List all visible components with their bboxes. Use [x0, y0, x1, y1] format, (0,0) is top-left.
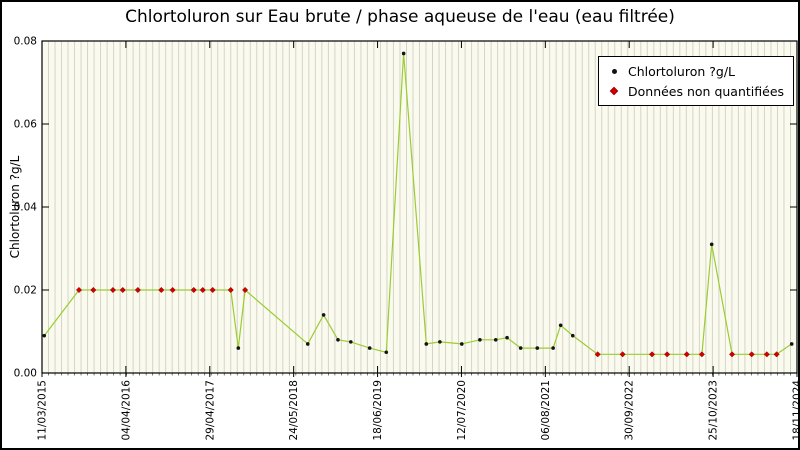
svg-text:0.02: 0.02: [14, 285, 37, 297]
legend-marker: [607, 68, 621, 74]
svg-text:30/09/2022: 30/09/2022: [624, 380, 636, 441]
nonquantified-diamond-icon: [609, 86, 619, 96]
series-point-icon: [611, 68, 617, 74]
svg-text:18/06/2019: 18/06/2019: [372, 380, 384, 441]
svg-text:25/10/2023: 25/10/2023: [708, 380, 720, 441]
svg-text:04/04/2016: 04/04/2016: [120, 380, 132, 441]
svg-text:12/07/2020: 12/07/2020: [456, 380, 468, 441]
legend-item-chlortoluron: Chlortoluron ?g/L: [607, 63, 785, 79]
legend-label-chlortoluron: Chlortoluron ?g/L: [628, 63, 736, 79]
svg-text:24/05/2018: 24/05/2018: [288, 380, 300, 441]
svg-text:0.00: 0.00: [14, 368, 37, 380]
svg-text:0.08: 0.08: [14, 36, 37, 48]
svg-text:0.06: 0.06: [14, 119, 38, 131]
svg-text:0.04: 0.04: [14, 202, 38, 214]
chart-title: Chlortoluron sur Eau brute / phase aqueu…: [125, 7, 675, 27]
legend-label-non-quantifiees: Données non quantifiées: [628, 83, 785, 99]
svg-text:18/11/2024: 18/11/2024: [792, 380, 800, 441]
svg-text:06/08/2021: 06/08/2021: [540, 380, 552, 441]
svg-text:11/03/2015: 11/03/2015: [37, 380, 49, 441]
legend-item-non-quantifiees: Données non quantifiées: [607, 83, 785, 99]
legend-box: Chlortoluron ?g/L Données non quantifiée…: [598, 56, 794, 106]
legend-marker: [607, 86, 621, 96]
svg-text:29/04/2017: 29/04/2017: [204, 380, 216, 441]
